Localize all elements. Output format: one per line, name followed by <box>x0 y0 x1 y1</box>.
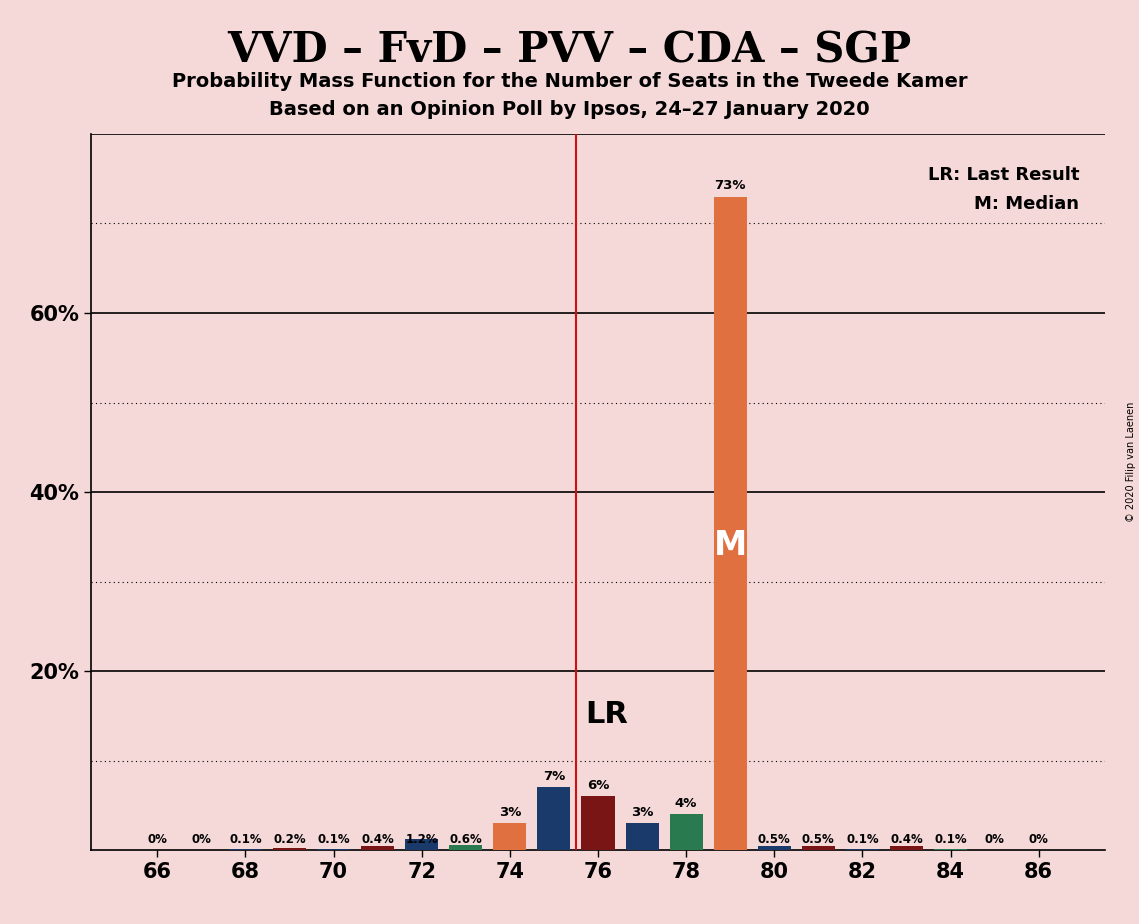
Text: 0.5%: 0.5% <box>802 833 835 846</box>
Text: 0.1%: 0.1% <box>318 833 350 846</box>
Text: 0%: 0% <box>985 833 1005 846</box>
Text: 73%: 73% <box>714 179 746 192</box>
Text: 7%: 7% <box>543 770 565 783</box>
Text: LR: LR <box>584 700 628 729</box>
Text: 0.4%: 0.4% <box>890 833 923 846</box>
Text: 0%: 0% <box>147 833 167 846</box>
Text: 0.4%: 0.4% <box>361 833 394 846</box>
Text: M: Median: M: Median <box>975 195 1080 213</box>
Text: 0.6%: 0.6% <box>450 833 482 846</box>
Bar <box>757 845 790 850</box>
Bar <box>714 197 747 850</box>
Bar <box>625 823 658 850</box>
Bar <box>405 839 439 850</box>
Bar <box>493 823 526 850</box>
Text: Probability Mass Function for the Number of Seats in the Tweede Kamer: Probability Mass Function for the Number… <box>172 72 967 91</box>
Text: 3%: 3% <box>631 806 654 819</box>
Text: LR: Last Result: LR: Last Result <box>928 166 1080 184</box>
Text: 1.2%: 1.2% <box>405 833 439 846</box>
Text: Based on an Opinion Poll by Ipsos, 24–27 January 2020: Based on an Opinion Poll by Ipsos, 24–27… <box>269 100 870 119</box>
Bar <box>581 796 615 850</box>
Bar <box>273 848 306 850</box>
Text: 0.1%: 0.1% <box>229 833 262 846</box>
Bar <box>449 845 482 850</box>
Bar <box>670 814 703 850</box>
Text: 0.1%: 0.1% <box>934 833 967 846</box>
Text: 3%: 3% <box>499 806 521 819</box>
Bar <box>538 787 571 850</box>
Text: 0.2%: 0.2% <box>273 833 305 846</box>
Text: 0%: 0% <box>1029 833 1049 846</box>
Text: 6%: 6% <box>587 779 609 792</box>
Text: 0%: 0% <box>191 833 211 846</box>
Text: VVD – FvD – PVV – CDA – SGP: VVD – FvD – PVV – CDA – SGP <box>228 30 911 71</box>
Bar <box>361 846 394 850</box>
Text: M: M <box>713 529 747 562</box>
Bar <box>890 846 923 850</box>
Text: © 2020 Filip van Laenen: © 2020 Filip van Laenen <box>1126 402 1136 522</box>
Text: 0.1%: 0.1% <box>846 833 878 846</box>
Text: 4%: 4% <box>675 796 697 809</box>
Bar <box>802 845 835 850</box>
Text: 0.5%: 0.5% <box>757 833 790 846</box>
